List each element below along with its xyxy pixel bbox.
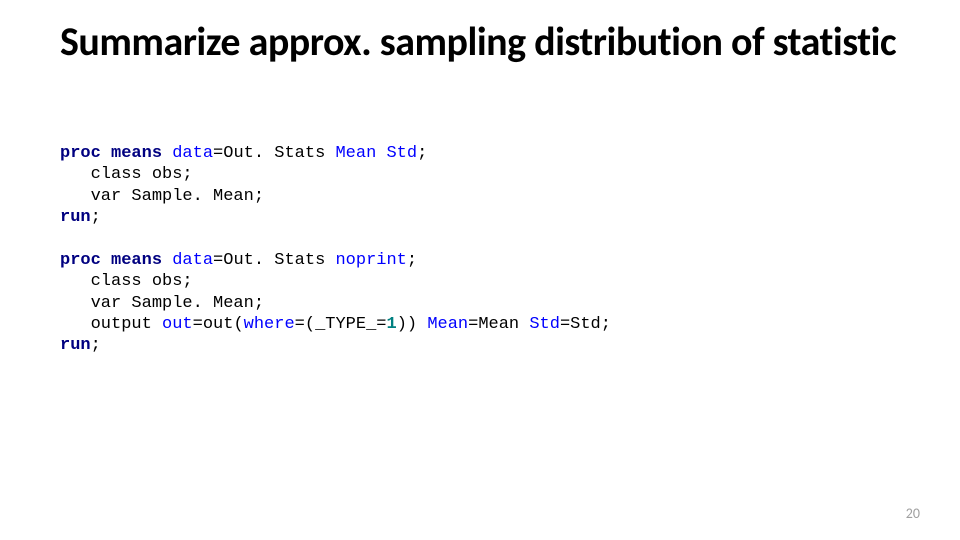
- option: Mean: [335, 144, 376, 163]
- code-text: var Sample. Mean;: [60, 294, 264, 313]
- option: Std: [529, 315, 560, 334]
- option: Mean: [427, 315, 468, 334]
- code-text: =out(: [193, 315, 244, 334]
- code-text: =Out. Stats: [213, 251, 335, 270]
- code-text: ;: [91, 336, 101, 355]
- number-literal: 1: [387, 315, 397, 334]
- option: noprint: [335, 251, 406, 270]
- code-text: [376, 144, 386, 163]
- keyword: means: [111, 144, 162, 163]
- code-text: )): [397, 315, 428, 334]
- code-text: class obs;: [60, 165, 193, 184]
- slide-title: Summarize approx. sampling distribution …: [60, 20, 900, 63]
- code-text: ;: [417, 144, 427, 163]
- option: data: [172, 251, 213, 270]
- code-text: =Out. Stats: [213, 144, 335, 163]
- option: data: [172, 144, 213, 163]
- code-text: ;: [91, 208, 101, 227]
- option: out: [162, 315, 193, 334]
- keyword: run: [60, 336, 91, 355]
- slide: Summarize approx. sampling distribution …: [0, 0, 960, 540]
- keyword: proc: [60, 251, 101, 270]
- code-text: =Std;: [560, 315, 611, 334]
- code-block-2: proc means data=Out. Stats noprint; clas…: [60, 250, 900, 356]
- code-text: =Mean: [468, 315, 529, 334]
- keyword: means: [111, 251, 162, 270]
- keyword: run: [60, 208, 91, 227]
- option: where: [244, 315, 295, 334]
- code-text: output: [60, 315, 162, 334]
- page-number: 20: [906, 505, 920, 522]
- code-text: =(_TYPE_=: [295, 315, 387, 334]
- code-text: ;: [407, 251, 417, 270]
- code-block-1: proc means data=Out. Stats Mean Std; cla…: [60, 143, 900, 228]
- code-text: var Sample. Mean;: [60, 187, 264, 206]
- option: Std: [386, 144, 417, 163]
- keyword: proc: [60, 144, 101, 163]
- code-text: class obs;: [60, 272, 193, 291]
